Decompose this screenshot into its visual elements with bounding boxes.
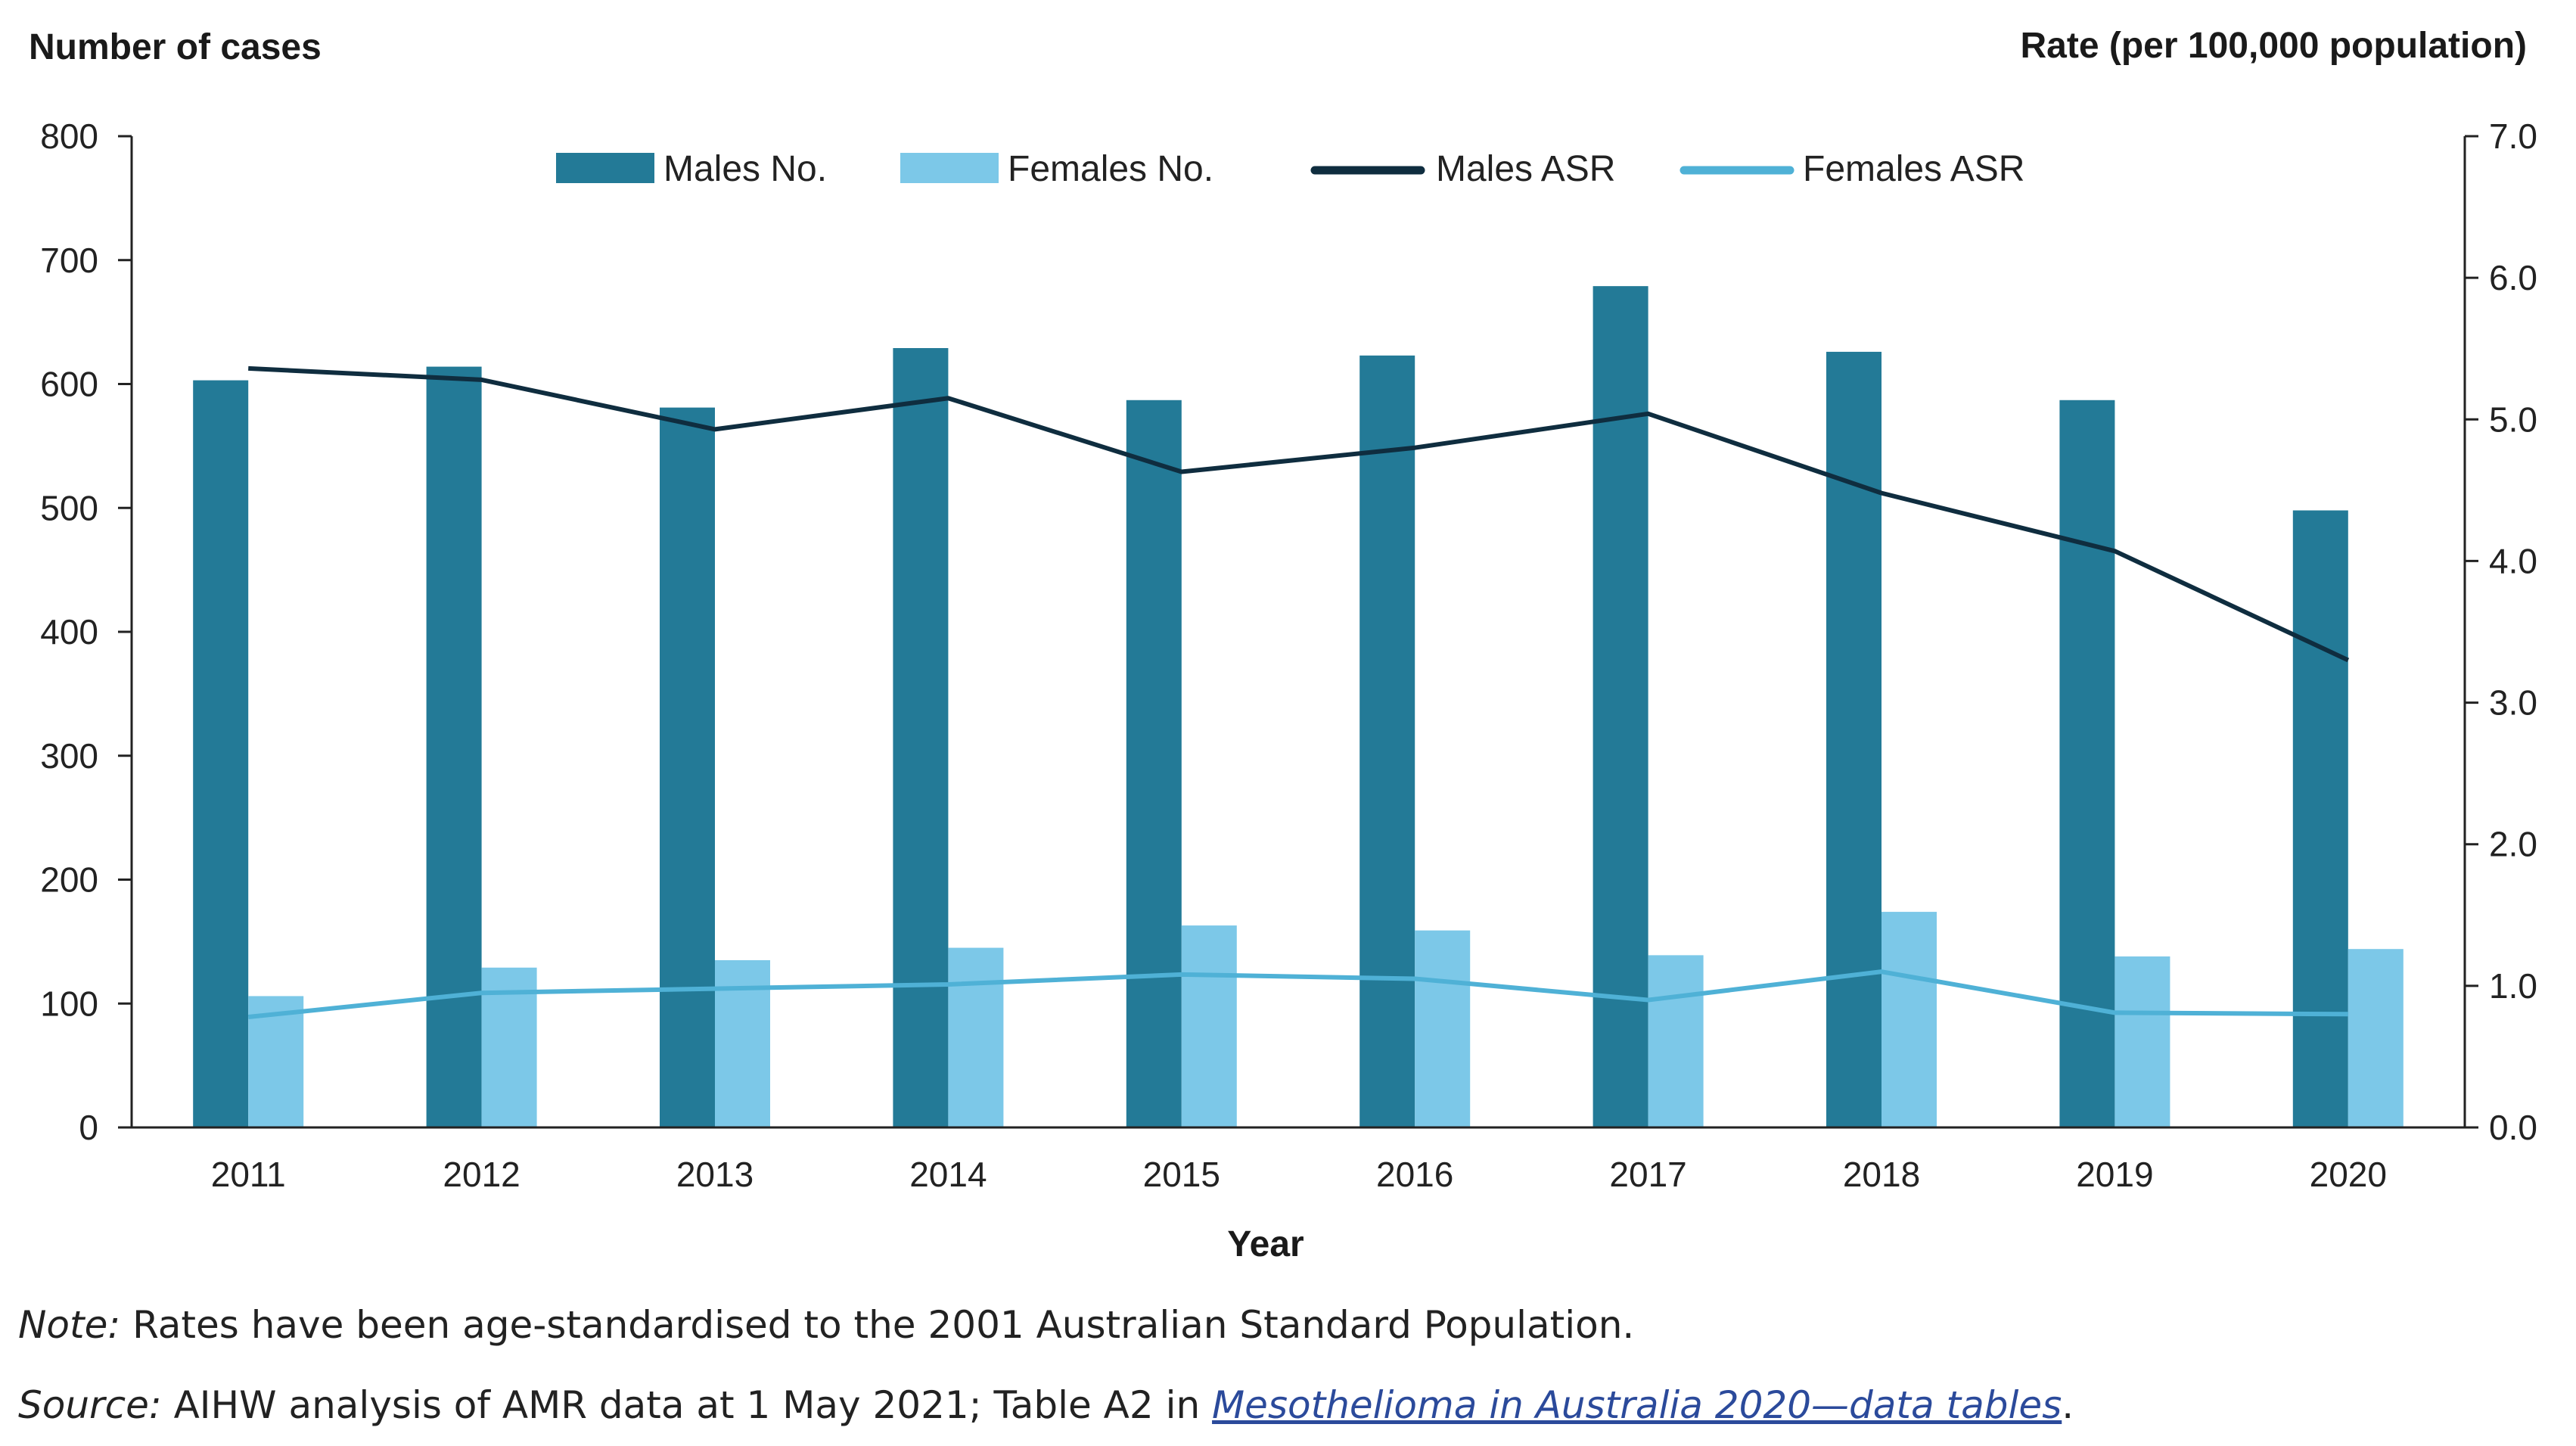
right-tick-label: 7.0 [2489,117,2537,156]
legend-swatch-males-no [556,153,654,183]
left-tick-label: 400 [40,612,98,651]
source-text: AIHW analysis of AMR data at 1 May 2021;… [161,1383,1213,1427]
males-no-bar-2013 [660,407,715,1127]
left-tick-label: 700 [40,241,98,280]
bar-series [193,286,2404,1128]
left-tick-label: 100 [40,984,98,1023]
legend: Males No. Females No. Males ASR Females ASR [556,149,2024,189]
line-series [247,365,2350,1020]
females-no-bar-2017 [1648,955,1704,1127]
right-tick-label: 5.0 [2489,400,2537,439]
legend-label-females-asr: Females ASR [1803,149,2024,189]
right-axis-title: Rate (per 100,000 population) [2021,26,2528,66]
males-no-bar-2012 [426,366,482,1127]
males-no-bar-2016 [1359,355,1415,1127]
source-link[interactable]: Mesothelioma in Australia 2020—data tabl… [1212,1383,2062,1427]
males-no-bar-2019 [2059,400,2115,1127]
right-tick-label: 3.0 [2489,683,2537,723]
males-no-bar-2018 [1826,351,1882,1127]
males-no-bar-2011 [193,380,249,1127]
x-axis-title: Year [1227,1224,1304,1264]
left-axis-title: Number of cases [29,27,322,67]
x-tick-label: 2011 [211,1155,286,1194]
source-footnote: Source: AIHW analysis of AMR data at 1 M… [18,1383,2074,1427]
note-footnote: Note: Rates have been age-standardised t… [18,1303,1634,1347]
males-no-bar-2017 [1593,286,1648,1128]
left-tick-label: 800 [40,117,98,156]
males-asr-line [248,365,2350,663]
females-no-bar-2018 [1882,912,1937,1127]
note-label: Note: [18,1303,121,1347]
males-no-bar-2015 [1126,400,1182,1127]
x-tick-label: 2020 [2310,1155,2387,1194]
x-tick-label: 2017 [1609,1155,1686,1194]
males-no-bar-2014 [893,348,949,1128]
x-tick-label: 2013 [676,1155,754,1194]
x-tick-label: 2014 [909,1155,987,1194]
left-tick-label: 300 [40,736,98,776]
females-no-bar-2015 [1181,925,1237,1127]
females-no-bar-2013 [715,959,770,1127]
legend-label-males-no: Males No. [663,149,827,189]
males-no-bar-2020 [2292,510,2348,1127]
x-tick-label: 2015 [1143,1155,1220,1194]
left-tick-label: 200 [40,860,98,900]
x-tick-label: 2016 [1376,1155,1453,1194]
right-tick-label: 1.0 [2489,966,2537,1006]
note-text: Rates have been age-standardised to the … [120,1303,1635,1347]
right-tick-label: 0.0 [2489,1108,2537,1147]
legend-label-females-no: Females No. [1008,149,1213,189]
females-no-bar-2020 [2348,949,2404,1127]
left-axis: 0 100 200 300 400 500 600 700 800 [40,117,132,1147]
females-no-bar-2014 [948,947,1004,1127]
females-asr-line [247,969,2348,1020]
legend-swatch-females-no [900,153,999,183]
x-tick-label: 2018 [1843,1155,1920,1194]
source-label: Source: [18,1383,162,1427]
x-axis: 2011 2012 2013 2014 2015 2016 2017 2018 2019 2020 [211,1155,2387,1194]
right-tick-label: 2.0 [2489,825,2537,864]
legend-label-males-asr: Males ASR [1436,149,1615,189]
x-tick-label: 2012 [443,1155,520,1194]
right-axis: 0.0 1.0 2.0 3.0 4.0 5.0 6.0 7.0 [2465,117,2537,1147]
right-tick-label: 4.0 [2489,541,2537,580]
right-tick-label: 6.0 [2489,258,2537,297]
axis-lines [130,136,2466,1129]
left-tick-label: 0 [79,1108,98,1147]
females-no-bar-2019 [2115,956,2170,1127]
x-tick-label: 2019 [2076,1155,2153,1194]
females-no-bar-2016 [1415,930,1471,1127]
source-end: . [2062,1383,2074,1427]
left-tick-label: 500 [40,488,98,527]
left-tick-label: 600 [40,365,98,404]
